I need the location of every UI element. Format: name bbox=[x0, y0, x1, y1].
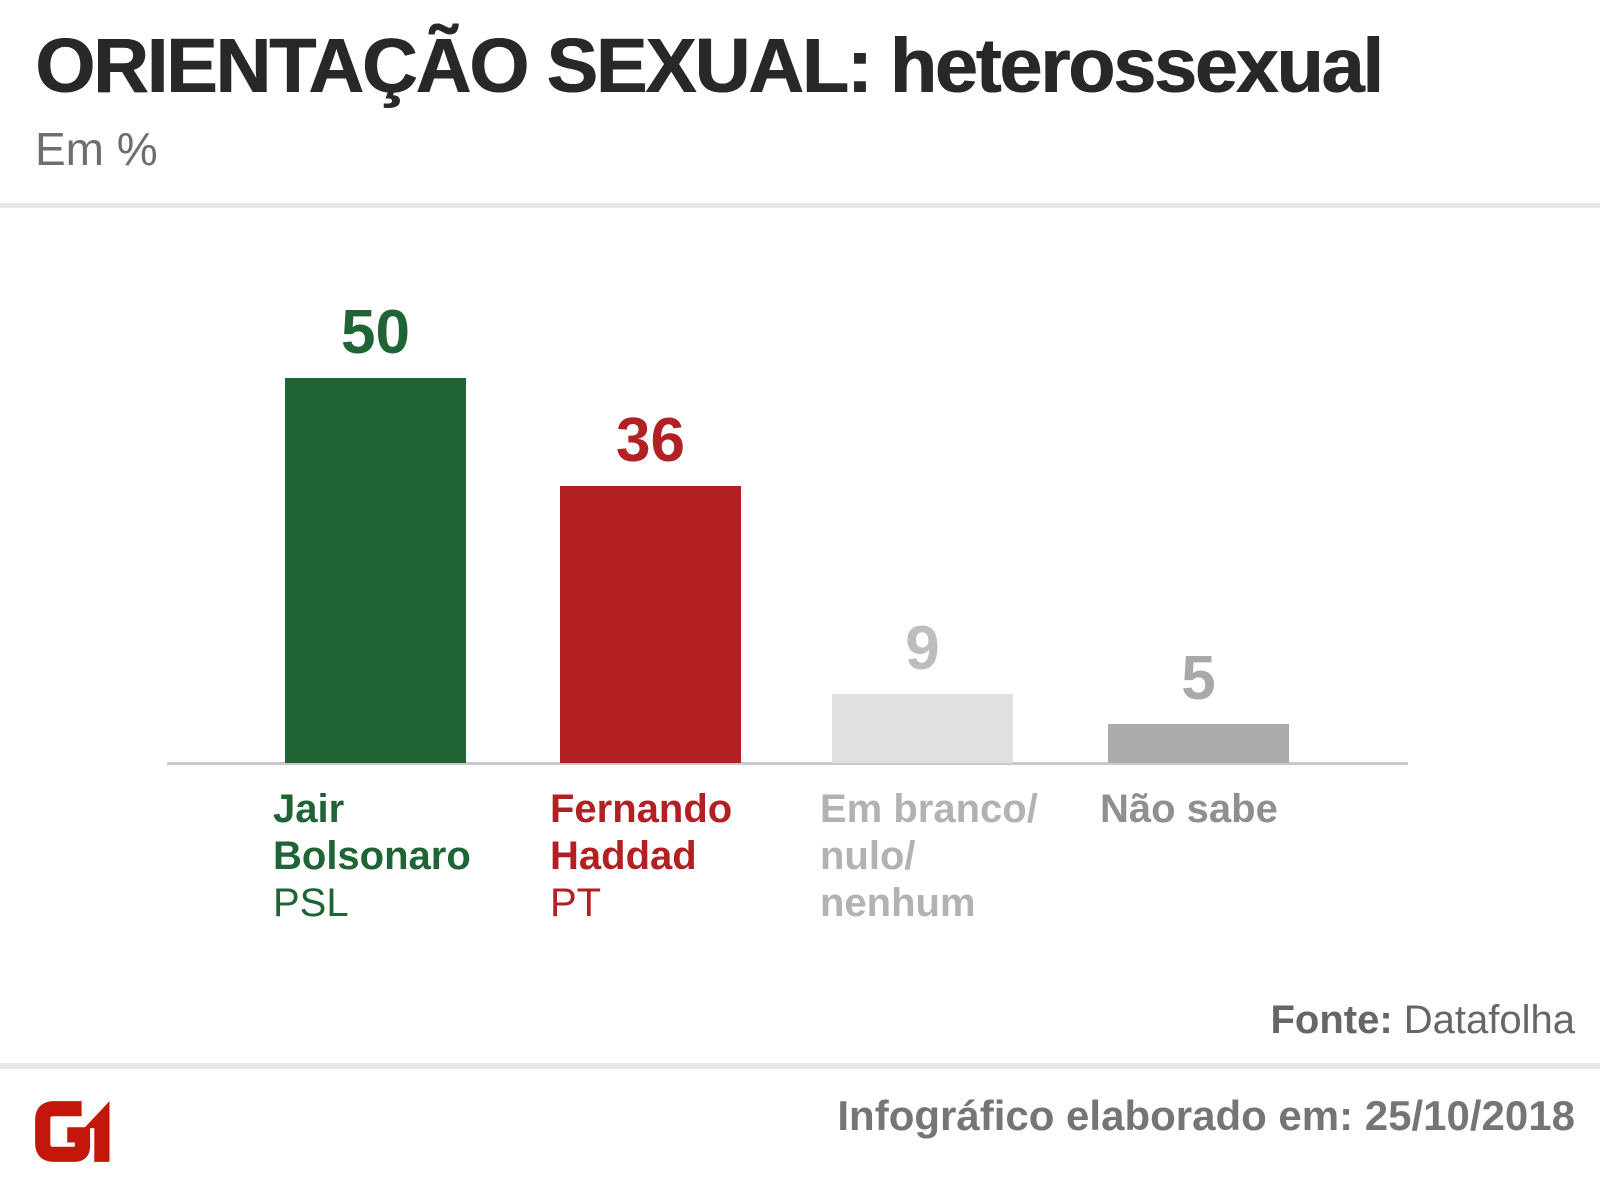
footer-note: Infográfico elaborado em: 25/10/2018 bbox=[837, 1092, 1575, 1139]
category-label-jair-bolsonaro: Jair Bolsonaro PSL bbox=[273, 787, 471, 926]
category-label-nao-sabe: Não sabe bbox=[1100, 787, 1278, 831]
bar-rect-branco-nulo-nenhum bbox=[832, 694, 1013, 763]
footer-divider bbox=[0, 1063, 1600, 1069]
source-value: Datafolha bbox=[1403, 998, 1575, 1042]
header-divider bbox=[0, 203, 1600, 208]
page-title: ORIENTAÇÃO SEXUAL: heterossexual bbox=[35, 23, 1384, 109]
source-note: Fonte: Datafolha bbox=[1270, 998, 1575, 1043]
bar-value-label: 5 bbox=[1181, 644, 1216, 713]
bar-rect-fernando-haddad bbox=[560, 486, 741, 763]
bar-rect-nao-sabe bbox=[1108, 724, 1289, 763]
category-label-branco-nulo-nenhum: Em branco/ nulo/ nenhum bbox=[820, 787, 1038, 926]
source-label: Fonte: bbox=[1270, 998, 1393, 1042]
bar-value-label: 50 bbox=[341, 298, 410, 367]
bar-value-label: 36 bbox=[616, 406, 685, 475]
bar-value-label: 9 bbox=[905, 614, 940, 683]
bar-rect-jair-bolsonaro bbox=[285, 378, 466, 763]
category-label-fernando-haddad: Fernando Haddad PT bbox=[550, 787, 733, 926]
unit-label: Em % bbox=[35, 123, 158, 175]
x-axis-line bbox=[167, 762, 1408, 765]
g1-logo bbox=[35, 1101, 110, 1162]
